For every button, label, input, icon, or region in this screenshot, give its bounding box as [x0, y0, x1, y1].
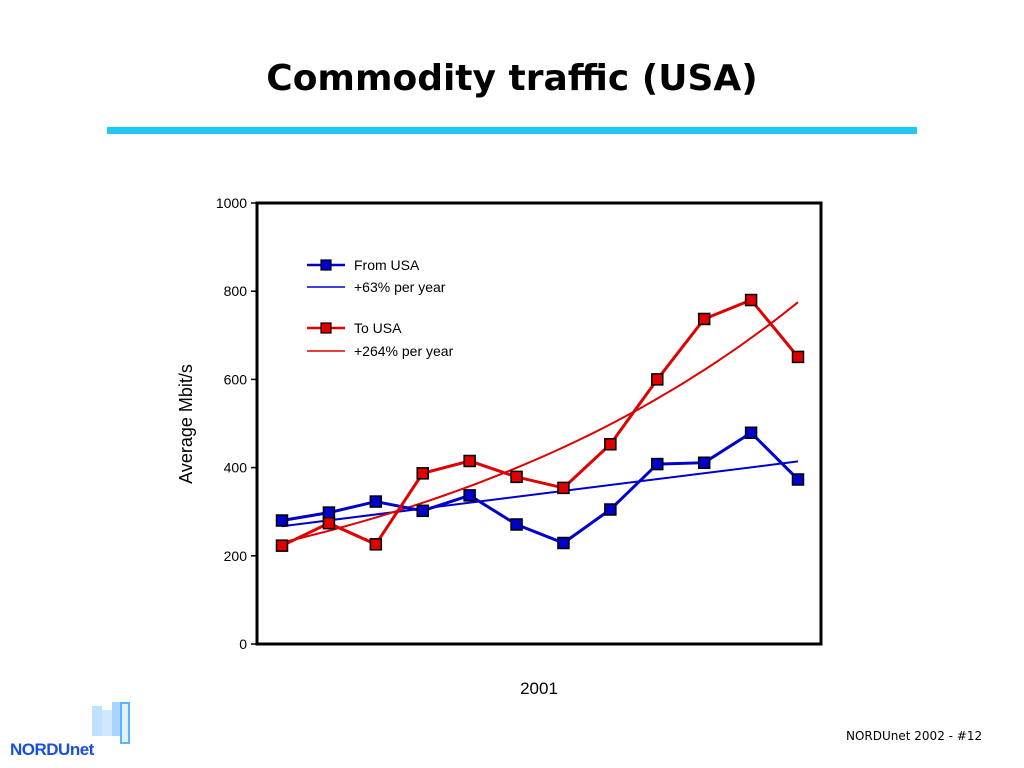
- data-point: [322, 506, 336, 519]
- legend-label: +264% per year: [354, 343, 454, 359]
- y-tick-label: 800: [224, 283, 248, 299]
- title-rule: [107, 127, 917, 134]
- data-point: [275, 514, 289, 527]
- slide-title: Commodity traffic (USA): [266, 58, 758, 99]
- data-point: [604, 503, 617, 516]
- data-point: [744, 426, 758, 440]
- logo-mark-icon: [92, 702, 130, 744]
- trend-line: [281, 460, 799, 528]
- data-point: [697, 312, 711, 326]
- y-tick-label: 400: [224, 460, 248, 476]
- data-point: [791, 473, 805, 486]
- series-line: [281, 298, 800, 548]
- y-tick-label: 1000: [216, 195, 247, 211]
- data-point: [416, 504, 429, 518]
- legend-marker: [320, 259, 332, 271]
- data-point: [651, 457, 664, 471]
- trend-line: [281, 301, 799, 544]
- data-point: [557, 481, 570, 495]
- y-tick-label: 600: [224, 371, 248, 387]
- data-point: [416, 467, 429, 480]
- legend-label: From USA: [354, 257, 420, 273]
- data-point: [791, 350, 805, 364]
- data-point: [369, 495, 383, 508]
- data-point: [510, 470, 523, 484]
- y-axis: 0 200 400 600 800 1000: [216, 195, 257, 652]
- footer-page-number: NORDUnet 2002 - #12: [846, 729, 983, 743]
- series-line: [281, 430, 800, 545]
- data-point: [510, 518, 523, 531]
- legend-label: +63% per year: [354, 279, 446, 295]
- x-axis-label: 2001: [520, 679, 558, 698]
- logo-text: NORDUnet: [10, 740, 94, 759]
- y-axis-label: Average Mbit/s: [176, 364, 196, 484]
- data-point: [369, 538, 383, 551]
- data-point: [557, 536, 570, 550]
- plot-layer: [275, 293, 805, 552]
- data-point: [604, 437, 617, 451]
- data-point: [651, 373, 664, 386]
- legend-label: To USA: [354, 320, 402, 336]
- y-tick-label: 0: [239, 636, 247, 652]
- nordunet-logo: NORDUnet: [10, 700, 135, 762]
- data-point: [697, 456, 711, 469]
- data-point: [744, 293, 758, 307]
- plot-frame: [255, 201, 823, 646]
- data-point: [463, 489, 476, 502]
- data-point: [463, 454, 476, 468]
- data-point: [322, 516, 336, 530]
- chart-legend: From USA +63% per year To USA +264% per yea…: [307, 257, 454, 359]
- legend-marker: [320, 322, 332, 334]
- y-tick-label: 200: [224, 548, 248, 564]
- data-point: [275, 539, 289, 552]
